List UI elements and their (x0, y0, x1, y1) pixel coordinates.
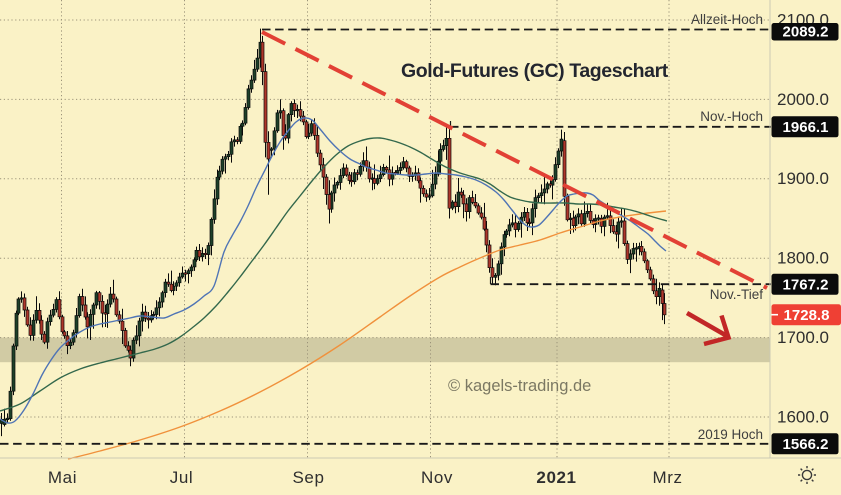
svg-text:2019 Hoch: 2019 Hoch (698, 427, 763, 442)
svg-text:Nov.-Tief: Nov.-Tief (710, 287, 764, 302)
svg-text:1966.1: 1966.1 (783, 119, 829, 136)
svg-text:1900.0: 1900.0 (777, 169, 829, 188)
svg-text:Sep: Sep (292, 468, 324, 487)
svg-text:1767.2: 1767.2 (783, 277, 829, 294)
svg-text:1728.8: 1728.8 (784, 307, 830, 324)
svg-text:Nov.-Hoch: Nov.-Hoch (700, 109, 763, 124)
svg-text:Mrz: Mrz (652, 468, 682, 487)
svg-text:1700.0: 1700.0 (777, 328, 829, 347)
svg-text:Nov: Nov (421, 468, 453, 487)
svg-text:Mai: Mai (48, 468, 77, 487)
svg-text:Allzeit-Hoch: Allzeit-Hoch (691, 12, 763, 27)
svg-text:2000.0: 2000.0 (777, 90, 829, 109)
svg-text:© kagels-trading.de: © kagels-trading.de (448, 377, 591, 395)
svg-text:2089.2: 2089.2 (783, 24, 829, 41)
svg-text:2021: 2021 (536, 468, 576, 487)
svg-text:Jul: Jul (170, 468, 194, 487)
svg-text:Gold-Futures (GC) Tageschart: Gold-Futures (GC) Tageschart (401, 60, 669, 82)
svg-text:1800.0: 1800.0 (777, 249, 829, 268)
svg-text:1600.0: 1600.0 (777, 407, 829, 426)
svg-text:1566.2: 1566.2 (783, 436, 829, 453)
